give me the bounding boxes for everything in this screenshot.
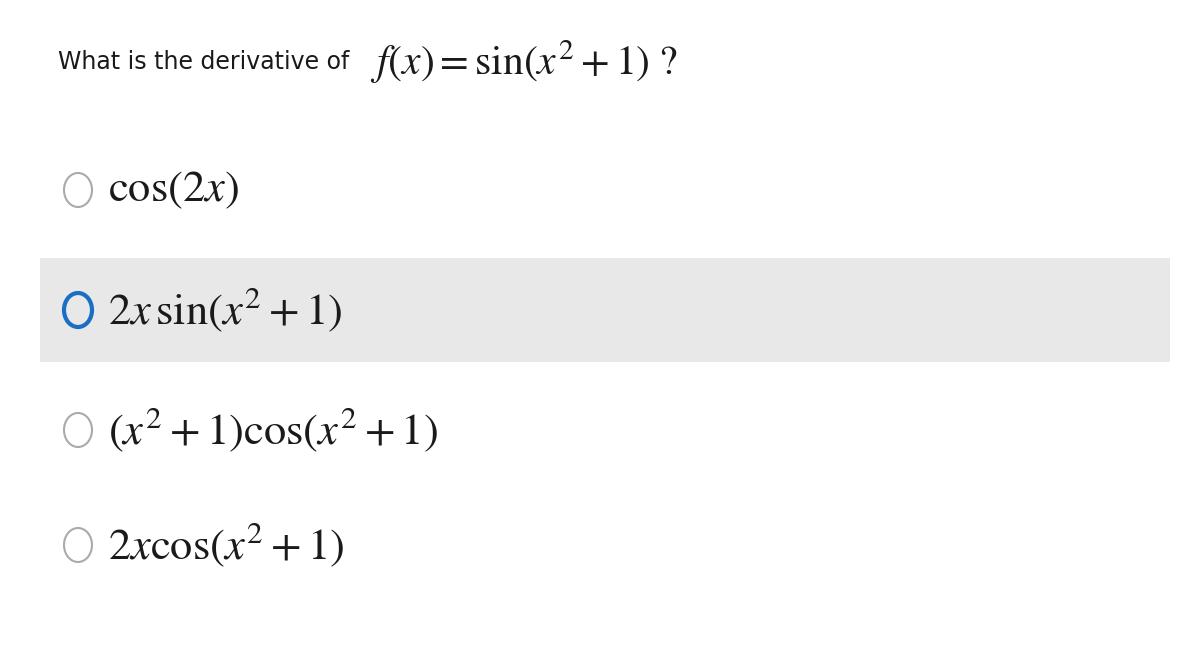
Text: $f(x) = \sin(x^2 + 1)\;?$: $f(x) = \sin(x^2 + 1)\;?$ — [370, 38, 677, 86]
Text: $2x\cos(x^2+1)$: $2x\cos(x^2+1)$ — [108, 521, 344, 569]
Text: What is the derivative of: What is the derivative of — [58, 50, 349, 74]
Text: $2x\,\sin(x^2+1)$: $2x\,\sin(x^2+1)$ — [108, 286, 342, 334]
Text: $(x^2+1)\cos(x^2+1)$: $(x^2+1)\cos(x^2+1)$ — [108, 406, 438, 454]
FancyBboxPatch shape — [40, 258, 1170, 362]
Text: $\cos(2x)$: $\cos(2x)$ — [108, 170, 239, 211]
